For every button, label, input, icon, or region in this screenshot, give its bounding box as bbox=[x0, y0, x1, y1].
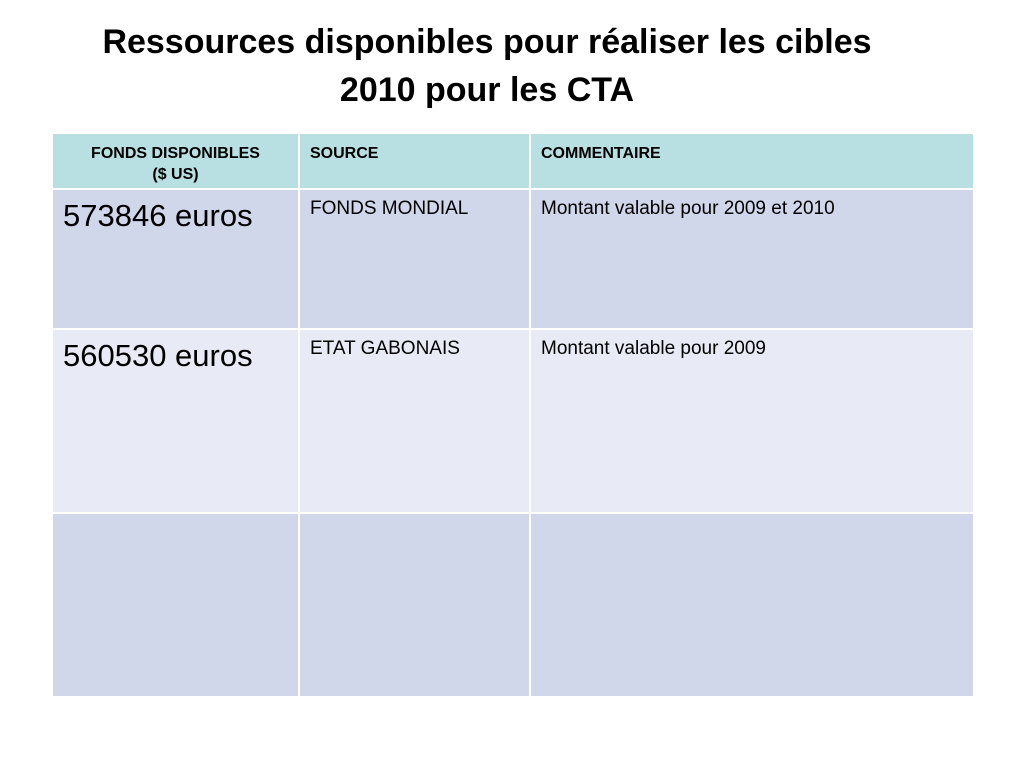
header-funds-available-line-1: FONDS DISPONIBLES bbox=[91, 145, 260, 162]
header-funds-available-line-2: ($ US) bbox=[152, 166, 199, 183]
comment-cell bbox=[529, 512, 975, 698]
header-comment: COMMENTAIRE bbox=[529, 132, 975, 190]
slide-title: Ressources disponibles pour réaliser les… bbox=[0, 18, 974, 114]
table-row bbox=[51, 512, 975, 698]
slide-title-line-2: 2010 pour les CTA bbox=[339, 71, 635, 109]
header-source: SOURCE bbox=[298, 132, 531, 190]
source-cell bbox=[298, 512, 531, 698]
table-body: 573846 euros FONDS MONDIAL Montant valab… bbox=[51, 188, 975, 698]
resources-table: FONDS DISPONIBLES ($ US) SOURCE COMMENTA… bbox=[51, 132, 975, 698]
amount-cell bbox=[51, 512, 300, 698]
table-header: FONDS DISPONIBLES ($ US) SOURCE COMMENTA… bbox=[51, 132, 975, 190]
comment-cell: Montant valable pour 2009 et 2010 bbox=[529, 188, 975, 330]
header-funds-available: FONDS DISPONIBLES ($ US) bbox=[51, 132, 300, 190]
source-cell: ETAT GABONAIS bbox=[298, 328, 531, 514]
slide-title-line-1: Ressources disponibles pour réaliser les… bbox=[102, 23, 872, 61]
comment-cell: Montant valable pour 2009 bbox=[529, 328, 975, 514]
table-row: 560530 euros ETAT GABONAIS Montant valab… bbox=[51, 328, 975, 514]
amount-cell: 573846 euros bbox=[51, 188, 300, 330]
table-row: 573846 euros FONDS MONDIAL Montant valab… bbox=[51, 188, 975, 330]
table-header-row: FONDS DISPONIBLES ($ US) SOURCE COMMENTA… bbox=[51, 132, 975, 190]
source-cell: FONDS MONDIAL bbox=[298, 188, 531, 330]
amount-cell: 560530 euros bbox=[51, 328, 300, 514]
